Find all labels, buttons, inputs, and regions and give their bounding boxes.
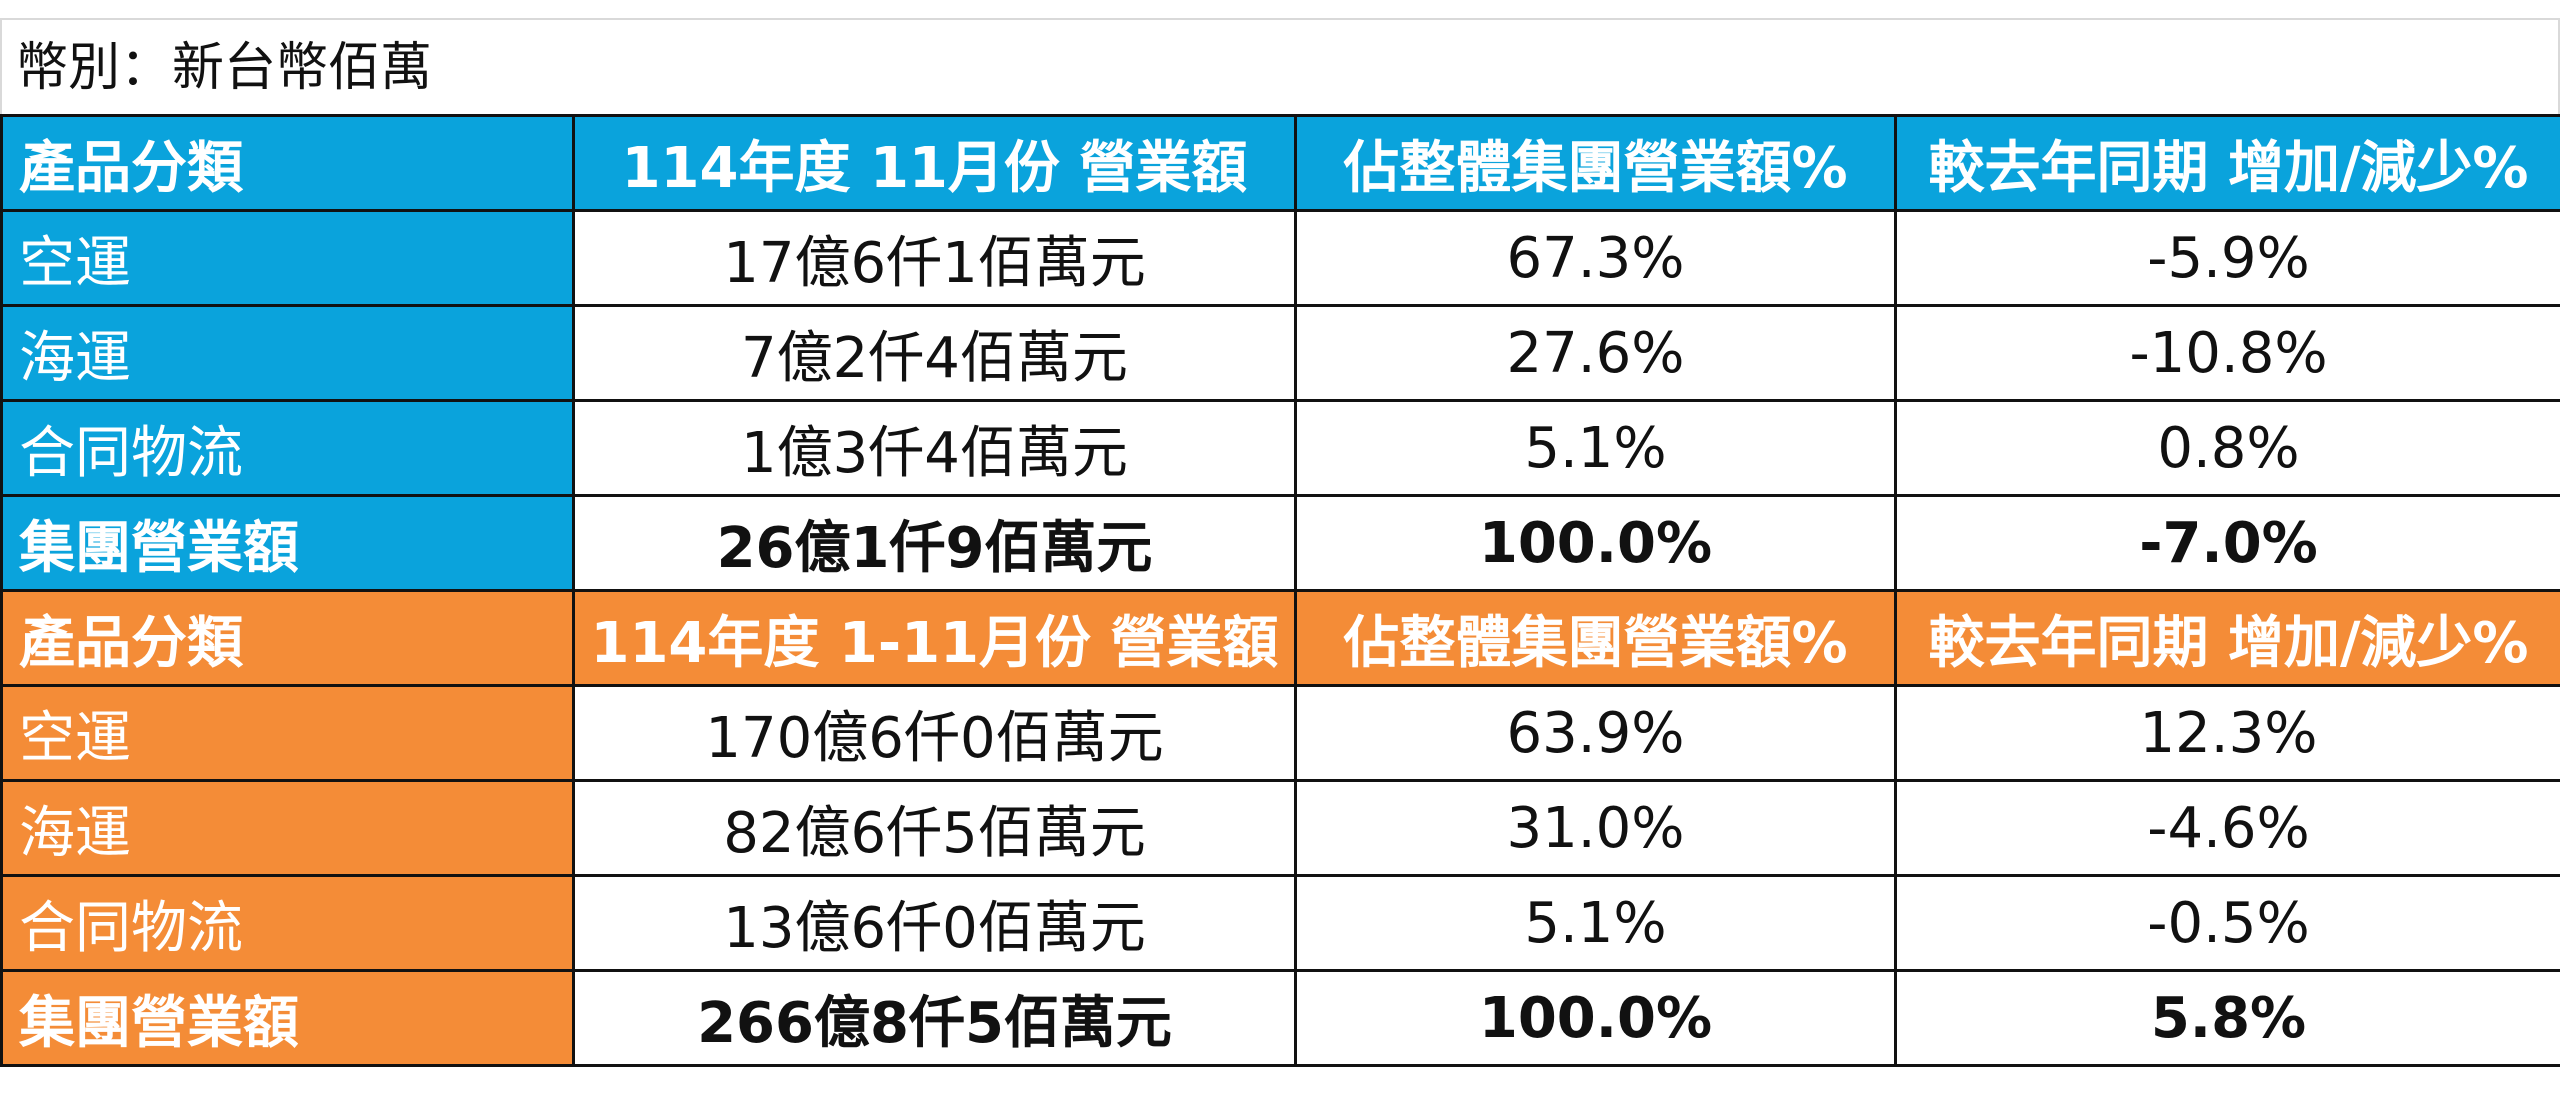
row-change: 0.8%: [1894, 399, 2560, 497]
row-category: 集團營業額: [0, 969, 575, 1067]
row-share: 27.6%: [1294, 304, 1897, 402]
row-revenue: 7億2仟4佰萬元: [572, 304, 1297, 402]
row-category: 空運: [0, 209, 575, 307]
row-revenue: 266億8仟5佰萬元: [572, 969, 1297, 1067]
header-revenue: 114年度 11月份 營業額: [572, 114, 1297, 212]
row-change: -4.6%: [1894, 779, 2560, 877]
row-category: 海運: [0, 304, 575, 402]
header-change: 較去年同期 增加/減少%: [1894, 114, 2560, 212]
row-category: 合同物流: [0, 874, 575, 972]
row-revenue: 26億1仟9佰萬元: [572, 494, 1297, 592]
row-revenue: 13億6仟0佰萬元: [572, 874, 1297, 972]
row-change: -10.8%: [1894, 304, 2560, 402]
total-row: 集團營業額 26億1仟9佰萬元 100.0% -7.0%: [0, 494, 2560, 592]
row-share: 5.1%: [1294, 874, 1897, 972]
table-row: 海運 82億6仟5佰萬元 31.0% -4.6%: [0, 779, 2560, 877]
row-share: 100.0%: [1294, 494, 1897, 592]
row-revenue: 17億6仟1佰萬元: [572, 209, 1297, 307]
header-change: 較去年同期 增加/減少%: [1894, 589, 2560, 687]
revenue-report: 幣別：新台幣佰萬 產品分類 114年度 11月份 營業額 佔整體集團營業額% 較…: [0, 18, 2560, 1067]
row-share: 5.1%: [1294, 399, 1897, 497]
row-change: 12.3%: [1894, 684, 2560, 782]
row-revenue: 82億6仟5佰萬元: [572, 779, 1297, 877]
monthly-header-row: 產品分類 114年度 11月份 營業額 佔整體集團營業額% 較去年同期 增加/減…: [0, 114, 2560, 212]
row-share: 100.0%: [1294, 969, 1897, 1067]
row-change: 5.8%: [1894, 969, 2560, 1067]
table-row: 合同物流 1億3仟4佰萬元 5.1% 0.8%: [0, 399, 2560, 497]
ytd-header-row: 產品分類 114年度 1-11月份 營業額 佔整體集團營業額% 較去年同期 增加…: [0, 589, 2560, 687]
row-category: 空運: [0, 684, 575, 782]
header-category: 產品分類: [0, 114, 575, 212]
row-category: 集團營業額: [0, 494, 575, 592]
row-change: -5.9%: [1894, 209, 2560, 307]
table-row: 空運 170億6仟0佰萬元 63.9% 12.3%: [0, 684, 2560, 782]
row-category: 合同物流: [0, 399, 575, 497]
header-share: 佔整體集團營業額%: [1294, 114, 1897, 212]
revenue-table: 產品分類 114年度 11月份 營業額 佔整體集團營業額% 較去年同期 增加/減…: [0, 114, 2560, 1067]
row-share: 31.0%: [1294, 779, 1897, 877]
header-share: 佔整體集團營業額%: [1294, 589, 1897, 687]
header-revenue: 114年度 1-11月份 營業額: [572, 589, 1297, 687]
header-category: 產品分類: [0, 589, 575, 687]
row-share: 67.3%: [1294, 209, 1897, 307]
row-category: 海運: [0, 779, 575, 877]
table-row: 合同物流 13億6仟0佰萬元 5.1% -0.5%: [0, 874, 2560, 972]
total-row: 集團營業額 266億8仟5佰萬元 100.0% 5.8%: [0, 969, 2560, 1067]
row-revenue: 1億3仟4佰萬元: [572, 399, 1297, 497]
table-row: 空運 17億6仟1佰萬元 67.3% -5.9%: [0, 209, 2560, 307]
row-revenue: 170億6仟0佰萬元: [572, 684, 1297, 782]
row-change: -7.0%: [1894, 494, 2560, 592]
table-row: 海運 7億2仟4佰萬元 27.6% -10.8%: [0, 304, 2560, 402]
row-change: -0.5%: [1894, 874, 2560, 972]
row-share: 63.9%: [1294, 684, 1897, 782]
currency-note: 幣別：新台幣佰萬: [0, 18, 2560, 114]
